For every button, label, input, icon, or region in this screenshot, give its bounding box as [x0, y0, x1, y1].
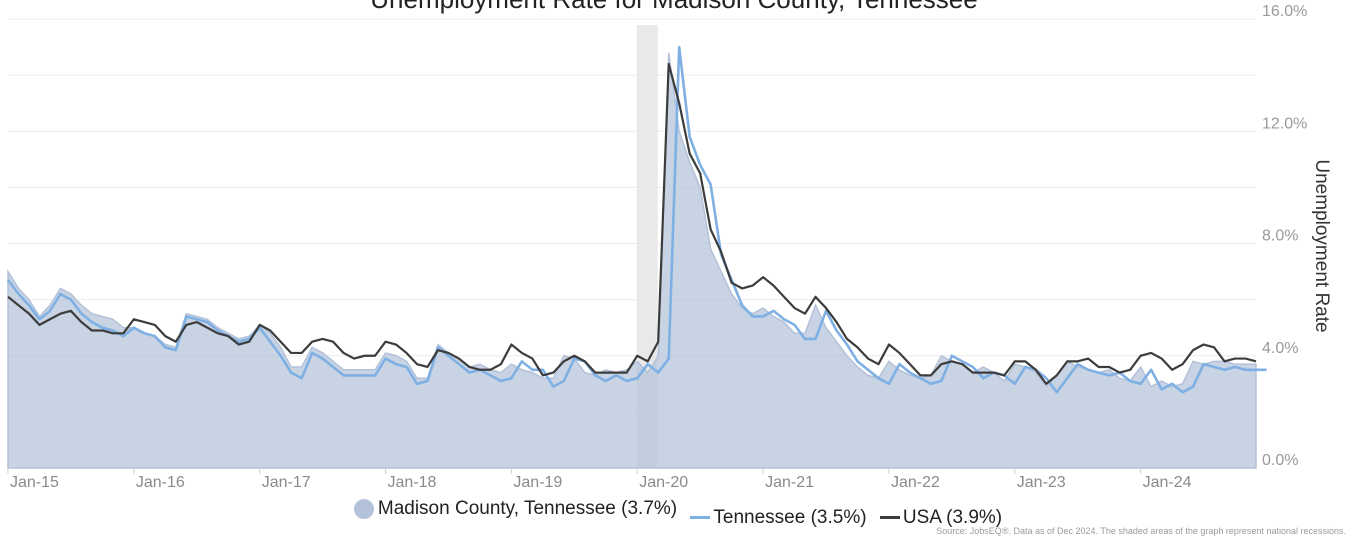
legend-swatch-tennessee: [690, 516, 711, 519]
series-line-tennessee: [6, 45, 1267, 394]
legend-label-madison: Madison County, Tennessee (3.7%): [377, 498, 678, 519]
x-tick-label: Jan-15: [10, 474, 59, 491]
legend-item-tennessee[interactable]: Tennessee (3.5%): [690, 506, 867, 529]
series-layer: [6, 45, 1267, 469]
y-tick-label: 16.0%: [1262, 3, 1307, 20]
legend-item-madison[interactable]: Madison County, Tennessee (3.7%): [353, 498, 678, 520]
legend-label-tennessee: Tennessee (3.5%): [713, 506, 867, 528]
x-tick-label: Jan-23: [1017, 474, 1066, 491]
legend-label-usa: USA (3.9%): [902, 506, 1003, 528]
legend-swatch-madison: [353, 499, 374, 519]
tick-labels: 0.0% 4.0% 8.0% 12.0% 16.0% Jan-15 Jan-16 Jan-17…: [7, 3, 1307, 491]
x-tick-label: Jan-17: [262, 474, 311, 491]
x-tick-label: Jan-16: [136, 474, 185, 491]
series-area-madison: [7, 52, 1257, 469]
y-tick-label: 12.0%: [1262, 115, 1307, 132]
legend: Madison County, Tennessee (3.7%) Tenness…: [0, 498, 1356, 529]
x-tick-label: Jan-18: [388, 474, 437, 491]
x-tick-label: Jan-19: [513, 474, 562, 491]
source-note: Source: JobsEQ®. Data as of Dec 2024. Th…: [936, 526, 1346, 536]
y-tick-label: 0.0%: [1262, 452, 1298, 469]
x-tick-label: Jan-22: [891, 474, 940, 491]
y-axis-label: Unemployment Rate: [1311, 159, 1332, 332]
chart-title: Unemployment Rate for Madison County, Te…: [370, 0, 977, 14]
series-line-usa: [7, 62, 1257, 385]
x-tick-label: Jan-20: [639, 474, 688, 491]
x-tick-label: Jan-21: [765, 474, 814, 491]
legend-item-usa[interactable]: USA (3.9%): [879, 506, 1003, 529]
legend-swatch-usa: [879, 516, 900, 519]
x-tick-label: Jan-24: [1143, 474, 1192, 491]
unemployment-chart: 0.0% 4.0% 8.0% 12.0% 16.0% Jan-15 Jan-16 Jan-17…: [6, 0, 1332, 491]
y-tick-label: 8.0%: [1262, 228, 1298, 245]
y-tick-label: 4.0%: [1262, 340, 1298, 357]
